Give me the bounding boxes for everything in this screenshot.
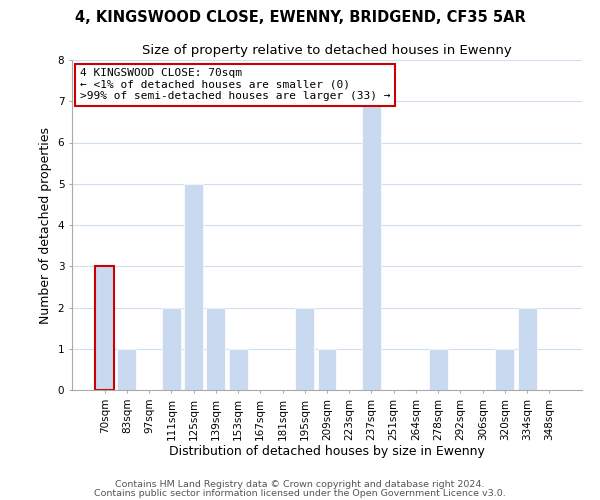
- Bar: [95, 266, 114, 390]
- Text: 4, KINGSWOOD CLOSE, EWENNY, BRIDGEND, CF35 5AR: 4, KINGSWOOD CLOSE, EWENNY, BRIDGEND, CF…: [74, 10, 526, 25]
- Bar: [429, 349, 448, 390]
- Text: 4 KINGSWOOD CLOSE: 70sqm
← <1% of detached houses are smaller (0)
>99% of semi-d: 4 KINGSWOOD CLOSE: 70sqm ← <1% of detach…: [80, 68, 390, 102]
- Bar: [518, 308, 536, 390]
- Text: Contains HM Land Registry data © Crown copyright and database right 2024.: Contains HM Land Registry data © Crown c…: [115, 480, 485, 489]
- Y-axis label: Number of detached properties: Number of detached properties: [39, 126, 52, 324]
- Text: Contains public sector information licensed under the Open Government Licence v3: Contains public sector information licen…: [94, 488, 506, 498]
- Title: Size of property relative to detached houses in Ewenny: Size of property relative to detached ho…: [142, 44, 512, 58]
- Bar: [162, 308, 181, 390]
- Bar: [229, 349, 248, 390]
- Bar: [184, 184, 203, 390]
- Bar: [118, 349, 136, 390]
- Bar: [496, 349, 514, 390]
- Bar: [206, 308, 225, 390]
- Bar: [295, 308, 314, 390]
- Bar: [362, 101, 381, 390]
- Bar: [317, 349, 337, 390]
- X-axis label: Distribution of detached houses by size in Ewenny: Distribution of detached houses by size …: [169, 446, 485, 458]
